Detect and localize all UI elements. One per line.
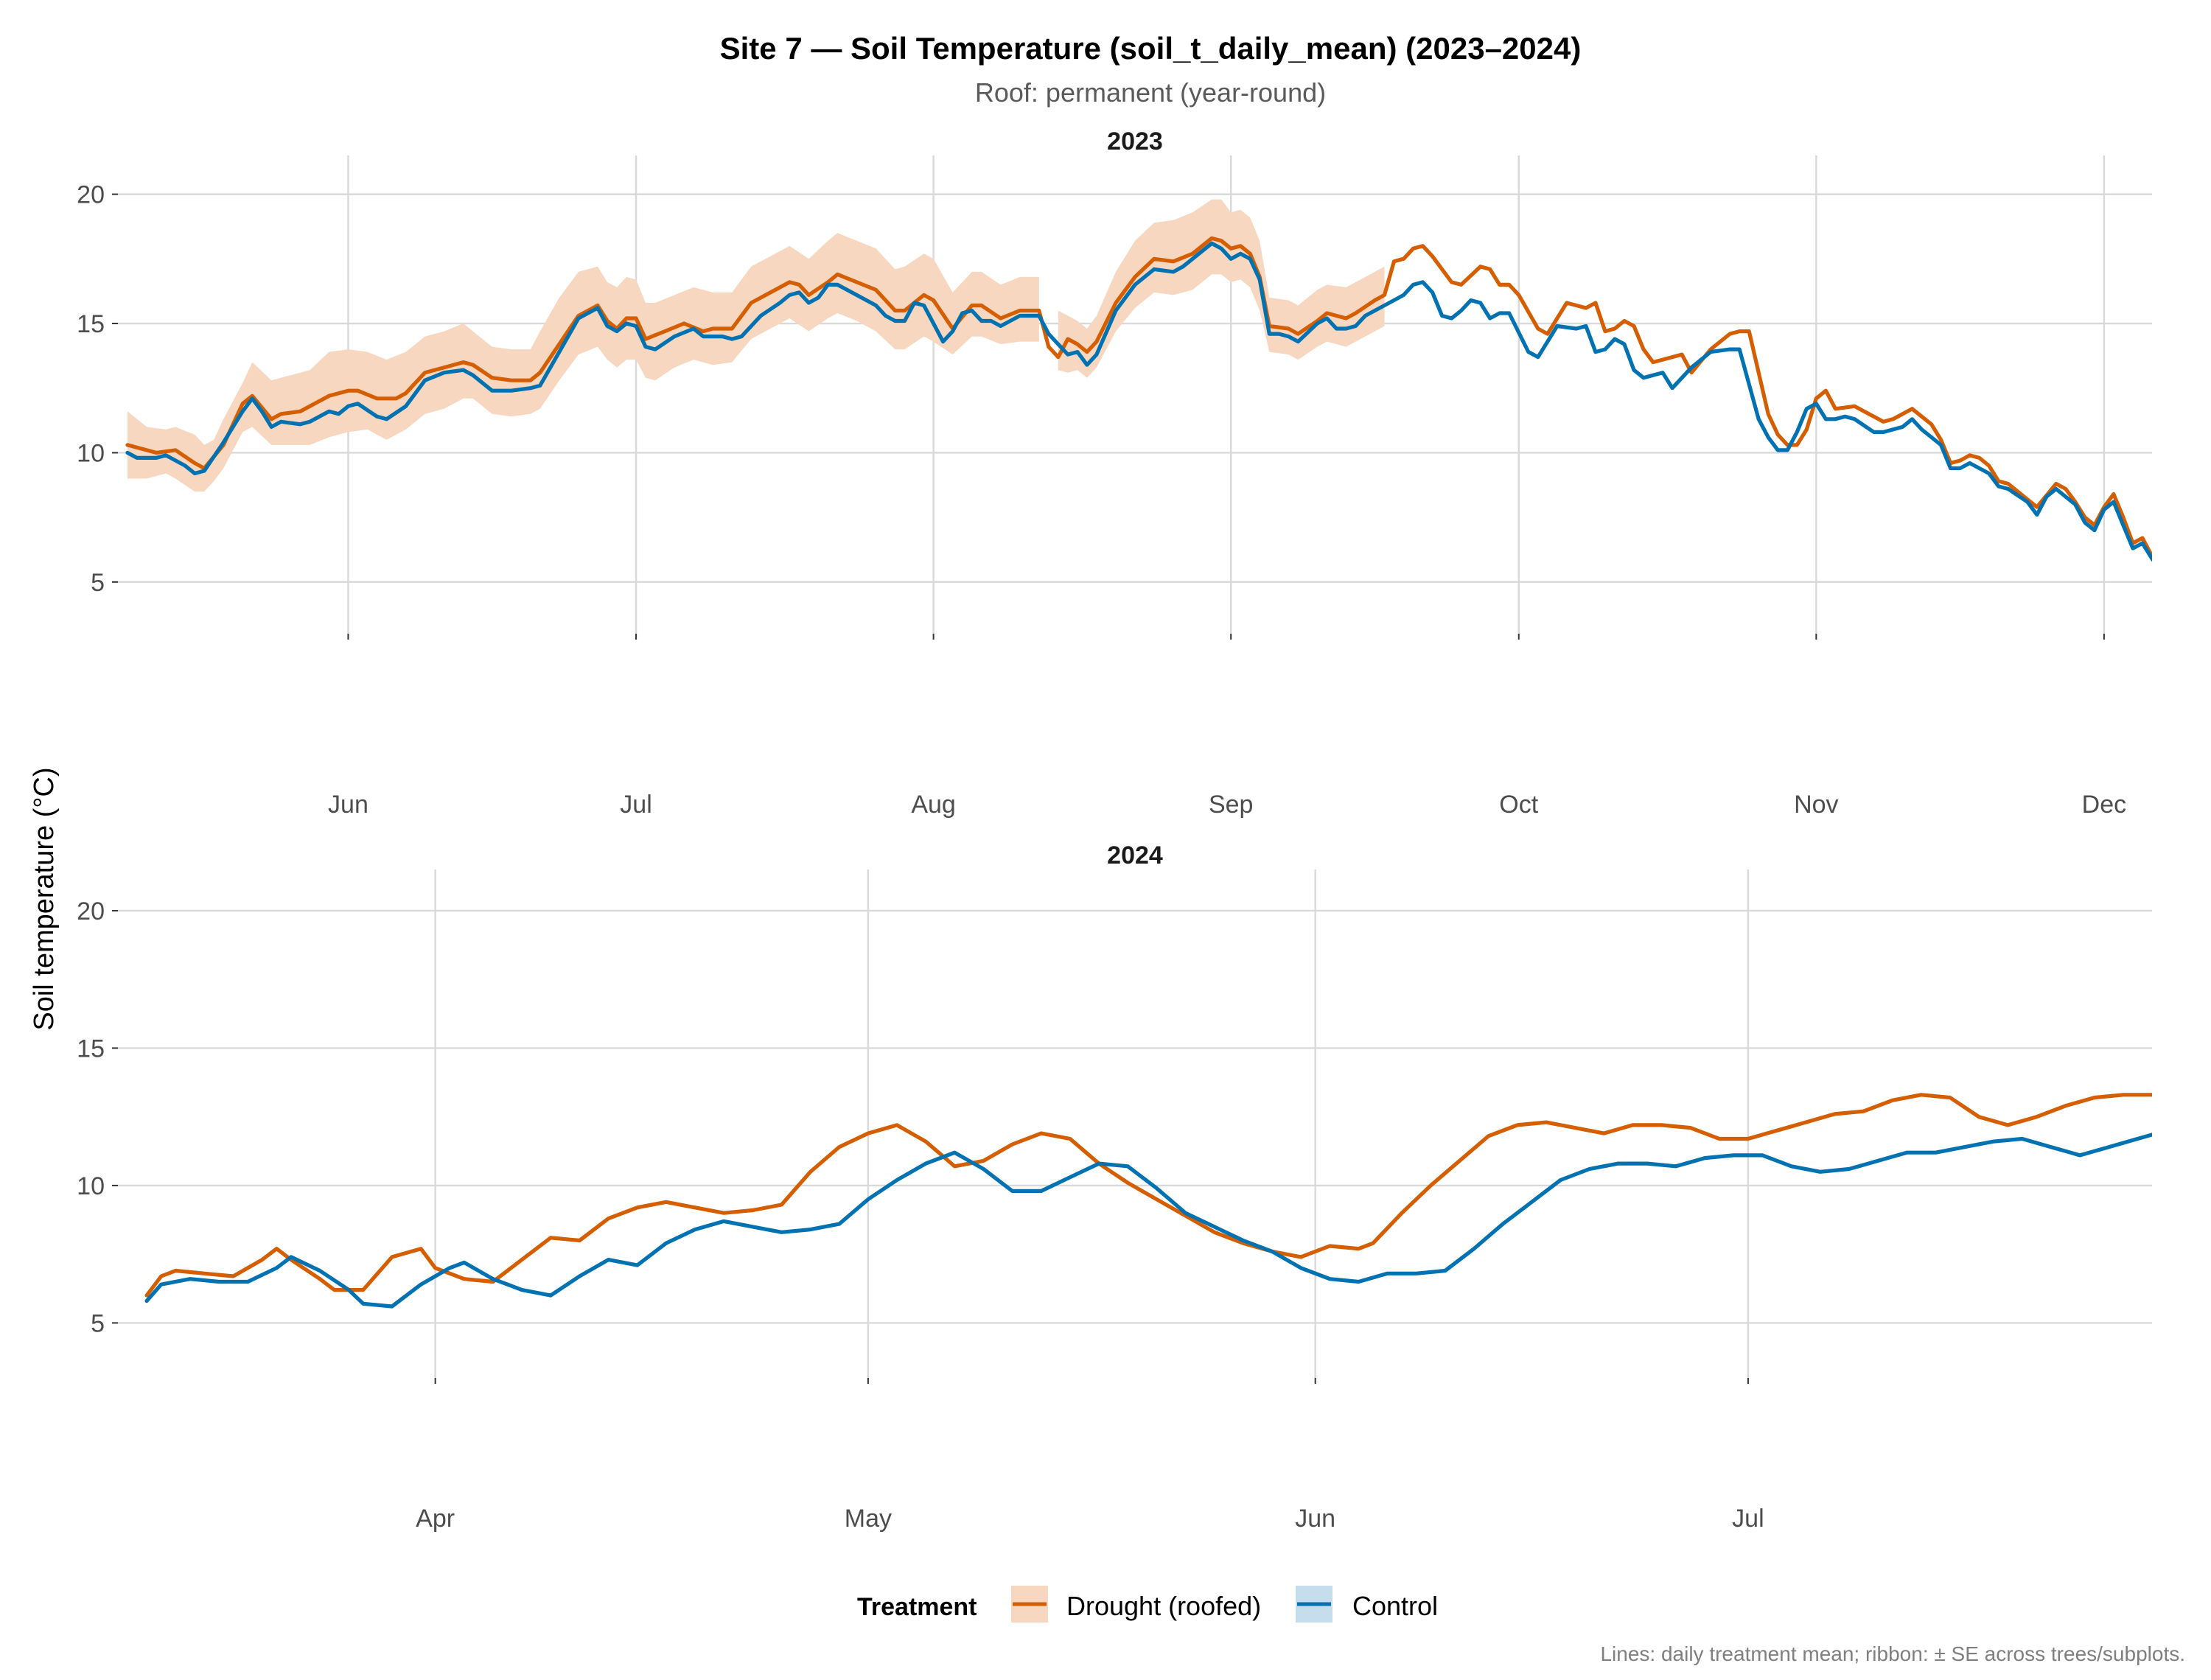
gridlines (118, 869, 2152, 1378)
y-axis-label: Soil temperature (°C) (29, 767, 60, 1030)
y-tick-label: 15 (77, 310, 105, 338)
x-tick-label: Jul (1732, 1505, 1764, 1533)
legend-label-control: Control (1352, 1591, 1438, 1621)
x-tick-label: Jun (328, 791, 368, 819)
series-line-control (125, 241, 2152, 562)
facet-strip-label: 2023 (1107, 127, 1163, 155)
y-tick-label: 10 (77, 439, 105, 467)
y-tick-label: 5 (91, 569, 105, 597)
plot-area (144, 1093, 2152, 1309)
legend-item-control: Control (1296, 1586, 1438, 1623)
chart-subtitle: Roof: permanent (year-round) (975, 77, 1326, 108)
y-tick-label: 5 (91, 1309, 105, 1337)
x-tick-label: Nov (1794, 791, 1838, 819)
facet-strip-label: 2024 (1107, 841, 1163, 869)
x-tick-label: Aug (911, 791, 956, 819)
legend-title: Treatment (857, 1593, 977, 1621)
series-line-drought (144, 1093, 2152, 1298)
chart-title: Site 7 — Soil Temperature (soil_t_daily_… (720, 31, 1582, 66)
y-tick-label: 15 (77, 1035, 105, 1063)
legend-label-drought: Drought (roofed) (1066, 1591, 1261, 1621)
x-tick-label: Apr (416, 1505, 455, 1533)
chart-caption: Lines: daily treatment mean; ribbon: ± S… (1600, 1642, 2185, 1665)
series-line-control (144, 1133, 2152, 1309)
y-tick-label: 10 (77, 1172, 105, 1200)
legend: Treatment Drought (roofed) Control (857, 1586, 1438, 1623)
se-ribbon (128, 233, 1039, 492)
y-tick-label: 20 (77, 181, 105, 209)
y-tick-label: 20 (77, 897, 105, 925)
plot-area (125, 199, 2152, 562)
x-tick-label: Oct (1499, 791, 1538, 819)
panel-2023: 2023 5 10 15 20 Jun Jul Aug Sep Oct Nov Dec (77, 127, 2152, 819)
x-tick-label: May (845, 1505, 892, 1533)
x-tick-label: Sep (1209, 791, 1254, 819)
x-tick-label: Jul (620, 791, 652, 819)
x-tick-label: Jun (1295, 1505, 1335, 1533)
panel-2024: 2024 5 10 15 20 Apr May Jun Jul (77, 841, 2152, 1533)
series-line-drought (125, 236, 2152, 560)
se-ribbon (1058, 199, 1385, 378)
legend-item-drought: Drought (roofed) (1011, 1586, 1261, 1623)
x-tick-label: Dec (2082, 791, 2126, 819)
